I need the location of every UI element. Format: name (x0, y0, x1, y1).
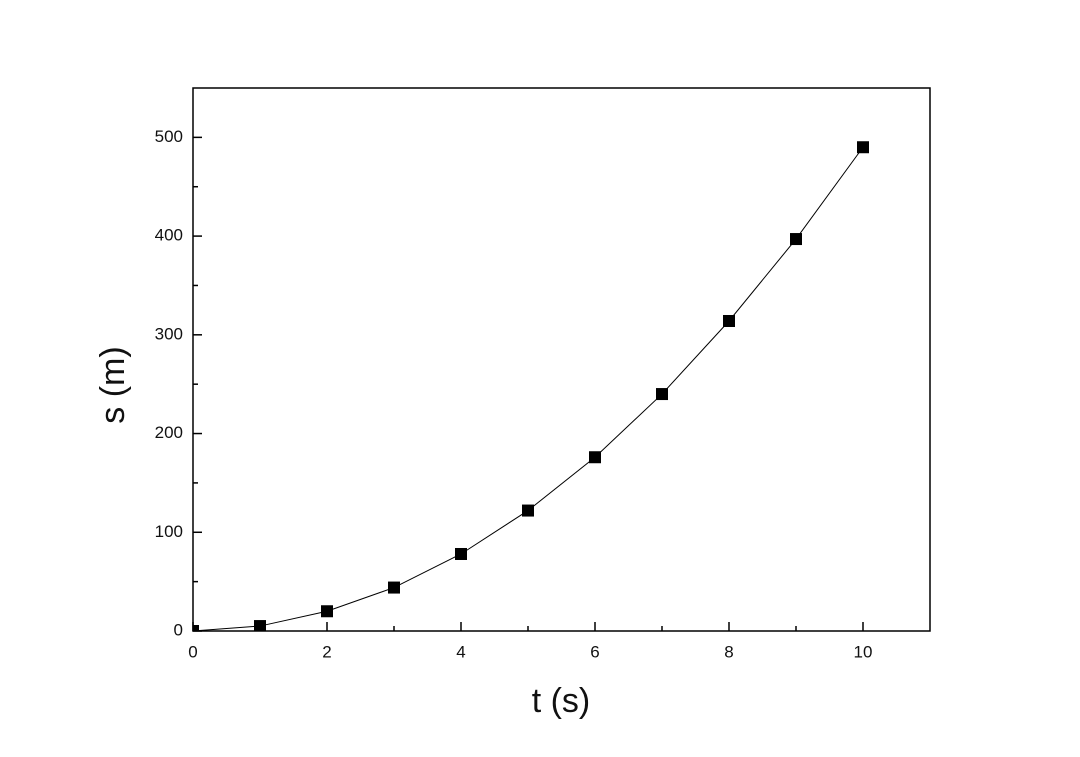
x-tick-label: 10 (854, 642, 873, 661)
point (790, 233, 802, 246)
y-tick-label: 100 (155, 522, 183, 541)
point (455, 547, 467, 560)
point (321, 605, 333, 618)
y-tick-label: 0 (174, 620, 183, 639)
point (522, 504, 534, 517)
point (589, 451, 601, 464)
x-tick-label: 0 (188, 642, 197, 661)
x-axis-label: t (s) (532, 682, 591, 720)
point (193, 625, 199, 631)
x-tick-label: 8 (724, 642, 733, 661)
x-tick-label: 4 (456, 642, 465, 661)
y-tick-label: 200 (155, 423, 183, 442)
series-line (193, 146, 864, 631)
y-tick-label: 400 (155, 226, 183, 245)
x-tick-label: 2 (322, 642, 331, 661)
y-axis-label: s (m) (94, 346, 132, 423)
point (723, 314, 735, 327)
plot-area (193, 141, 869, 631)
point (254, 620, 266, 631)
point (388, 581, 400, 594)
point (656, 388, 668, 401)
y-tick-label: 500 (155, 127, 183, 146)
y-tick-label: 300 (155, 324, 183, 343)
point (857, 141, 869, 154)
x-tick-label: 6 (590, 642, 599, 661)
plot-frame (192, 87, 931, 632)
